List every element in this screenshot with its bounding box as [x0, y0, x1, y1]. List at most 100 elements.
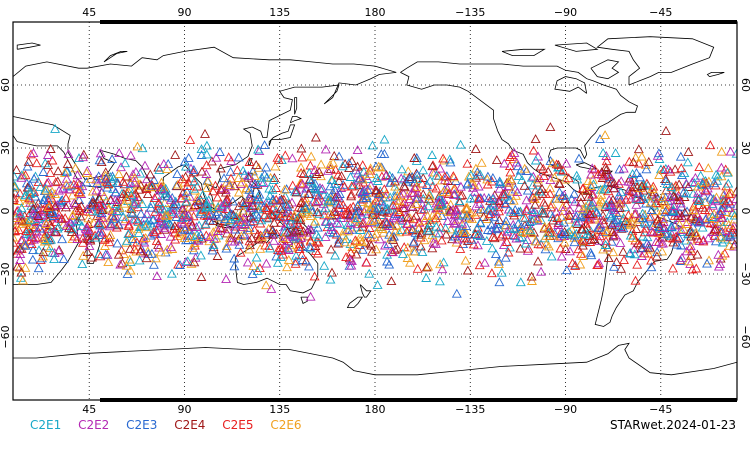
observation-marker	[585, 247, 596, 257]
observation-marker	[252, 179, 263, 189]
observation-marker	[278, 204, 288, 214]
observation-marker	[423, 201, 434, 211]
observation-marker	[197, 189, 208, 199]
observation-marker	[29, 234, 39, 244]
observation-marker	[482, 174, 493, 184]
observation-marker	[605, 212, 616, 222]
observation-marker	[701, 186, 712, 196]
coastline-segment	[596, 36, 715, 86]
observation-marker	[262, 172, 272, 182]
observation-marker	[344, 209, 355, 219]
observation-marker	[559, 193, 570, 203]
observation-marker	[253, 234, 264, 244]
observation-marker	[411, 155, 422, 165]
observation-marker	[515, 243, 526, 253]
observation-marker	[422, 225, 433, 235]
observation-marker	[521, 205, 532, 215]
observation-marker	[67, 210, 78, 220]
observation-marker	[94, 155, 105, 165]
observation-marker	[646, 189, 657, 199]
observation-marker	[652, 215, 663, 225]
observation-marker	[81, 168, 92, 177]
observation-marker	[565, 246, 575, 256]
observation-marker	[702, 258, 712, 268]
observation-marker	[517, 226, 528, 236]
observation-marker	[330, 164, 341, 174]
observation-marker	[257, 231, 268, 241]
lon-tick-label-top: −45	[649, 6, 672, 19]
observation-marker	[551, 159, 562, 169]
observation-marker	[631, 192, 642, 202]
observation-marker	[682, 206, 693, 216]
observation-marker	[457, 190, 468, 200]
observation-marker	[316, 159, 327, 169]
observation-marker	[336, 170, 347, 180]
observation-marker	[53, 246, 64, 256]
observation-marker	[538, 163, 549, 173]
observation-marker	[38, 233, 49, 243]
observation-marker	[220, 187, 231, 197]
observation-marker	[496, 267, 507, 277]
observation-marker	[44, 201, 55, 211]
observation-marker	[96, 157, 107, 167]
observation-marker	[653, 148, 664, 158]
observation-marker	[516, 221, 527, 231]
observation-marker	[546, 202, 556, 212]
observation-marker	[668, 191, 679, 201]
observation-marker	[244, 193, 255, 203]
observation-marker	[441, 229, 452, 239]
observation-marker	[545, 188, 555, 198]
observation-marker	[494, 183, 505, 193]
observation-marker	[675, 198, 686, 208]
observation-marker	[691, 227, 701, 237]
observation-marker	[371, 184, 382, 194]
observation-marker	[653, 227, 664, 237]
legend-item-c2e4: C2E4	[174, 418, 206, 432]
legend: C2E1 C2E2 C2E3 C2E4 C2E5 C2E6	[30, 418, 315, 432]
observation-marker	[629, 244, 639, 254]
observation-marker	[660, 163, 671, 173]
observation-marker	[532, 215, 543, 225]
observation-marker	[371, 228, 382, 238]
observation-marker	[442, 176, 453, 185]
observation-marker	[392, 190, 403, 200]
observation-marker	[570, 196, 581, 206]
observation-marker	[295, 215, 306, 225]
observation-marker	[31, 217, 42, 227]
observation-marker	[564, 209, 575, 219]
lat-tick-label-right: 60	[739, 78, 750, 92]
observation-marker	[628, 181, 639, 191]
observation-marker	[407, 223, 418, 233]
observation-marker	[141, 219, 152, 229]
observation-marker	[570, 260, 581, 270]
observation-marker	[124, 254, 135, 264]
observation-marker	[177, 174, 188, 184]
observation-marker	[601, 165, 612, 175]
observation-marker	[513, 206, 524, 216]
observation-marker	[423, 261, 434, 271]
observation-marker	[528, 145, 539, 155]
observation-marker	[711, 192, 722, 202]
observation-marker	[470, 201, 481, 211]
observation-marker	[14, 243, 25, 253]
observation-marker	[158, 158, 169, 168]
observation-marker	[162, 191, 173, 201]
observation-marker	[671, 239, 682, 249]
observation-marker	[444, 154, 455, 164]
observation-marker	[238, 165, 249, 175]
observation-marker	[500, 252, 511, 262]
observation-marker	[248, 216, 259, 226]
observation-marker	[515, 165, 526, 175]
observation-marker	[525, 225, 536, 235]
observation-marker	[700, 214, 711, 224]
observation-marker	[504, 177, 515, 187]
observation-marker	[521, 195, 532, 205]
observation-marker	[23, 156, 34, 166]
observation-marker	[169, 200, 180, 210]
observation-marker	[583, 191, 594, 201]
observation-marker	[20, 240, 31, 250]
observation-marker	[686, 212, 696, 222]
observation-marker	[716, 205, 727, 215]
observation-marker	[182, 186, 193, 196]
observation-marker	[189, 238, 200, 247]
